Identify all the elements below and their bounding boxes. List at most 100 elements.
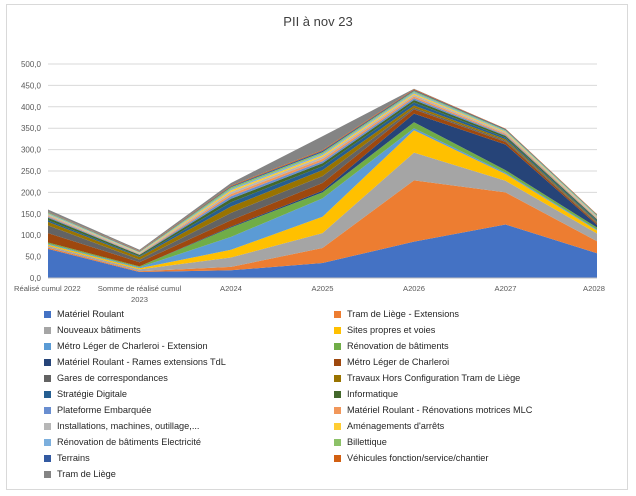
area-series xyxy=(48,88,597,251)
y-tick-label: 400,0 xyxy=(21,103,42,112)
y-tick-label: 50,0 xyxy=(25,253,41,262)
legend-swatch xyxy=(334,326,341,334)
y-tick-label: 150,0 xyxy=(21,210,42,219)
chart-title: PII à nov 23 xyxy=(283,14,353,29)
legend-label: Rénovation de bâtiments xyxy=(347,341,449,351)
legend-item: Plateforme Embarquée xyxy=(44,405,334,415)
legend-swatch xyxy=(44,454,51,462)
x-tick-label: Réalisé cumul 2022 xyxy=(14,284,81,293)
legend-label: Stratégie Digitale xyxy=(57,389,127,399)
chart-legend: Matériel Roulant Tram de Liège - Extensio… xyxy=(44,306,604,482)
legend-swatch xyxy=(334,358,341,366)
x-tick-label: A2028 xyxy=(583,284,605,293)
legend-label: Matériel Roulant - Rénovations motrices … xyxy=(347,405,533,415)
legend-swatch xyxy=(44,374,51,382)
y-tick-label: 500,0 xyxy=(21,60,42,69)
legend-row: Rénovation de bâtiments Electricité Bille… xyxy=(44,434,604,450)
legend-row: Stratégie Digitale Informatique xyxy=(44,386,604,402)
legend-label: Billettique xyxy=(347,437,387,447)
area-series xyxy=(48,180,597,272)
legend-item: Métro Léger de Charleroi - Extension xyxy=(44,341,334,351)
legend-swatch xyxy=(44,326,51,334)
legend-swatch xyxy=(334,310,341,318)
legend-item: Métro Léger de Charleroi xyxy=(334,357,604,367)
area-series xyxy=(48,122,597,268)
area-series xyxy=(48,105,597,260)
legend-label: Travaux Hors Configuration Tram de Liège xyxy=(347,373,521,383)
legend-label: Métro Léger de Charleroi xyxy=(347,357,450,367)
legend-label: Tram de Liège - Extensions xyxy=(347,309,460,319)
legend-swatch xyxy=(334,374,341,382)
y-tick-label: 200,0 xyxy=(21,188,42,197)
legend-row: Métro Léger de Charleroi - Extension Réno… xyxy=(44,338,604,354)
legend-item: Tram de Liège - Extensions xyxy=(334,309,604,319)
legend-swatch xyxy=(44,310,51,318)
legend-item: Rénovation de bâtiments xyxy=(334,341,604,351)
legend-label: Nouveaux bâtiments xyxy=(57,325,141,335)
legend-item: Matériel Roulant - Rames extensions TdL xyxy=(44,357,334,367)
area-series xyxy=(48,91,597,253)
y-tick-label: 250,0 xyxy=(21,167,42,176)
legend-swatch xyxy=(44,406,51,414)
y-tick-label: 0,0 xyxy=(30,274,42,283)
legend-label: Terrains xyxy=(57,453,90,463)
legend-swatch xyxy=(334,438,341,446)
legend-item: Terrains xyxy=(44,453,334,463)
legend-label: Aménagements d'arrêts xyxy=(347,421,445,431)
legend-swatch xyxy=(334,454,341,462)
legend-item: Informatique xyxy=(334,389,604,399)
legend-item: Aménagements d'arrêts xyxy=(334,421,604,431)
legend-swatch xyxy=(334,390,341,398)
area-series xyxy=(48,109,597,267)
legend-label: Matériel Roulant xyxy=(57,309,124,319)
x-tick-label: A2027 xyxy=(495,284,517,293)
legend-item: Rénovation de bâtiments Electricité xyxy=(44,437,334,447)
legend-item: Matériel Roulant xyxy=(44,309,334,319)
legend-label: Rénovation de bâtiments Electricité xyxy=(57,437,202,447)
legend-item: Gares de correspondances xyxy=(44,373,334,383)
area-series xyxy=(48,152,597,272)
legend-label: Installations, machines, outillage,... xyxy=(57,421,200,431)
legend-label: Métro Léger de Charleroi - Extension xyxy=(57,341,208,351)
legend-item: Billettique xyxy=(334,437,604,447)
legend-swatch xyxy=(334,406,341,414)
area-series xyxy=(48,224,597,278)
legend-label: Tram de Liège xyxy=(57,469,116,479)
x-tick-label: Somme de réalisé cumul 2023 xyxy=(98,284,182,304)
x-tick-label: A2025 xyxy=(312,284,334,293)
y-tick-label: 100,0 xyxy=(21,231,42,240)
legend-item: Tram de Liège xyxy=(44,469,334,479)
legend-item: Installations, machines, outillage,... xyxy=(44,421,334,431)
legend-row: Plateforme Embarquée Matériel Roulant - R… xyxy=(44,402,604,418)
legend-label: Véhicules fonction/service/chantier xyxy=(347,453,489,463)
legend-row: Nouveaux bâtiments Sites propres et voies xyxy=(44,322,604,338)
legend-swatch xyxy=(44,470,51,478)
legend-row: Matériel Roulant Tram de Liège - Extensio… xyxy=(44,306,604,322)
legend-item: Nouveaux bâtiments xyxy=(44,325,334,335)
legend-swatch xyxy=(334,422,341,430)
legend-item: Sites propres et voies xyxy=(334,325,604,335)
legend-row: Installations, machines, outillage,... Am… xyxy=(44,418,604,434)
y-tick-label: 300,0 xyxy=(21,146,42,155)
legend-row: Matériel Roulant - Rames extensions TdL M… xyxy=(44,354,604,370)
legend-label: Gares de correspondances xyxy=(57,373,168,383)
legend-label: Sites propres et voies xyxy=(347,325,436,335)
legend-swatch xyxy=(44,342,51,350)
legend-label: Informatique xyxy=(347,389,399,399)
legend-swatch xyxy=(44,390,51,398)
legend-item: Matériel Roulant - Rénovations motrices … xyxy=(334,405,604,415)
legend-row: Tram de Liège xyxy=(44,466,604,482)
area-series xyxy=(48,107,597,263)
y-tick-label: 450,0 xyxy=(21,81,42,90)
x-tick-label: A2026 xyxy=(403,284,425,293)
legend-row: Gares de correspondances Travaux Hors Con… xyxy=(44,370,604,386)
legend-label: Plateforme Embarquée xyxy=(57,405,152,415)
legend-swatch xyxy=(44,438,51,446)
legend-item: Véhicules fonction/service/chantier xyxy=(334,453,604,463)
legend-swatch xyxy=(334,342,341,350)
legend-row: Terrains Véhicules fonction/service/chant… xyxy=(44,450,604,466)
area-series xyxy=(48,130,597,270)
y-tick-label: 350,0 xyxy=(21,124,42,133)
legend-label: Matériel Roulant - Rames extensions TdL xyxy=(57,357,226,367)
